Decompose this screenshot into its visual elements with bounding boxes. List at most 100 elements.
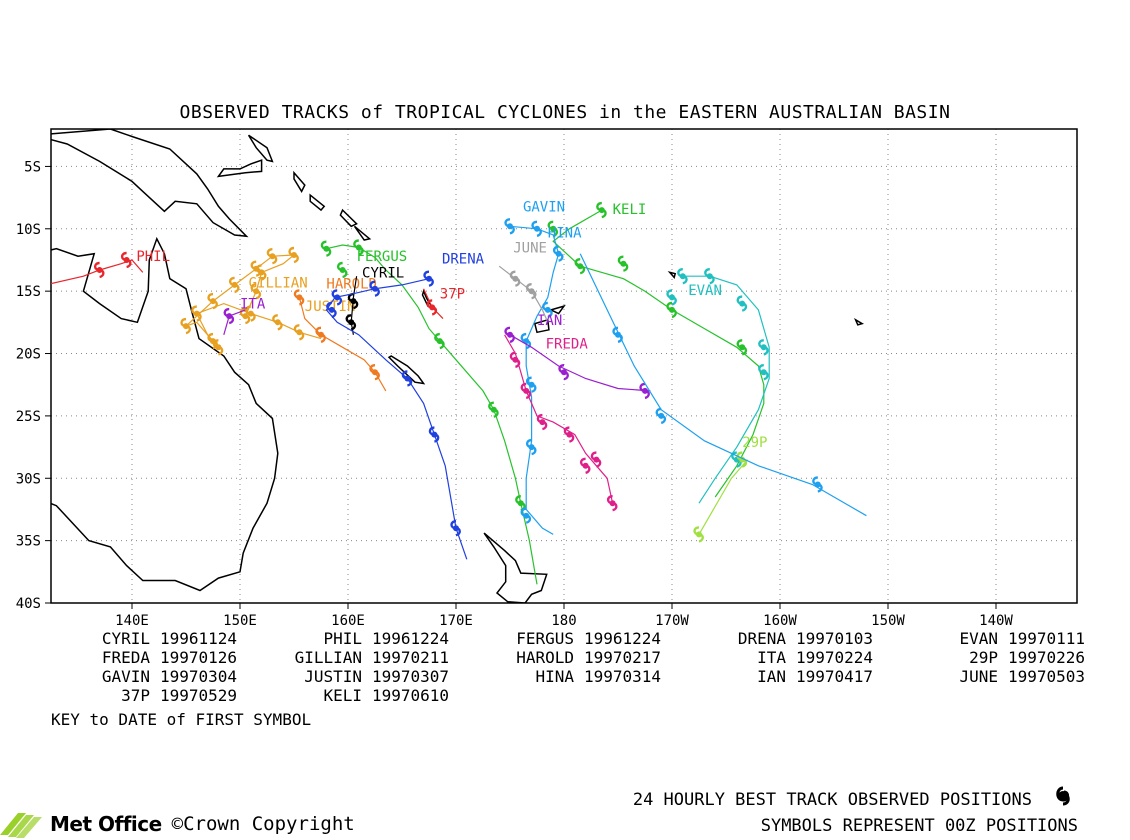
key-storm-date: 19970304: [160, 667, 238, 686]
key-storm-date: 19970103: [796, 629, 874, 648]
track-line: [504, 334, 614, 504]
new-zealand-north-island: [483, 532, 548, 603]
tahiti-coast: [853, 317, 865, 326]
cyclone-symbol: [547, 220, 559, 237]
cyclone-symbol: [212, 339, 224, 356]
new-guinea-coast: [51, 129, 249, 238]
cyclone-symbol: [293, 324, 305, 341]
cyclone-symbol: [255, 264, 267, 281]
solomon-island-2: [339, 208, 358, 228]
track-line: [51, 259, 144, 285]
key-entry: FERGUS 19961224: [464, 629, 676, 648]
key-entry: 37P 19970529: [40, 686, 252, 705]
key-storm-date: 19970307: [372, 667, 450, 686]
new-britain-coast: [216, 159, 263, 178]
track-line: [552, 209, 765, 498]
map-title: OBSERVED TRACKS of TROPICAL CYCLONES in …: [179, 102, 951, 123]
cyclone-symbol: [320, 240, 332, 257]
cyclone-symbol: [531, 220, 542, 237]
storm-label: FREDA: [546, 337, 589, 353]
footer-line-2: SYMBOLS REPRESENT 00Z POSITIONS: [760, 816, 1078, 836]
storm-track-other: [579, 253, 867, 517]
solomon-island-1: [309, 193, 326, 212]
lon-tick-label: 170W: [655, 613, 689, 629]
track-line: [579, 253, 867, 517]
cyclone-symbol: [369, 364, 380, 381]
cyclone-symbol: [639, 382, 650, 400]
storm-track-keli: KELI: [547, 201, 765, 498]
cyclone-symbol-icon: [1056, 786, 1070, 806]
fiji-vanua-levu: [548, 304, 566, 315]
footer-line-1: 24 HOURLY BEST TRACK OBSERVED POSITIONS: [632, 790, 1032, 810]
cyclone-symbol: [606, 495, 618, 512]
storm-track-evan: EVAN: [666, 268, 770, 504]
key-entry: JUSTIN 19970307: [252, 667, 464, 686]
storm-label: DRENA: [442, 252, 485, 268]
storm-track-ita: ITA: [223, 297, 266, 335]
key-storm-name: DRENA: [737, 629, 786, 648]
key-storm-name: KELI: [323, 686, 362, 705]
key-storm-date: 19970503: [1008, 667, 1086, 686]
cyclone-symbol: [558, 364, 569, 381]
cyclone-symbol: [345, 314, 357, 331]
new-caledonia-coast: [387, 355, 426, 385]
lon-tick-label: 140W: [979, 613, 1013, 629]
key-storm-date: 19970126: [160, 648, 238, 667]
key-storm-name: JUNE: [959, 667, 998, 686]
cyclone-symbol: [504, 326, 515, 343]
lat-tick-label: 10S: [16, 222, 41, 238]
storm-label: EVAN: [688, 283, 722, 299]
cyclone-symbol: [596, 201, 607, 219]
cyclone-symbol: [223, 307, 235, 325]
met-office-logo-icon: [0, 813, 42, 838]
bougainville-coast: [293, 170, 306, 193]
storm-label: IAN: [537, 313, 562, 329]
key-entry: GILLIAN 19970211: [252, 648, 464, 667]
storm-label: ITA: [240, 297, 266, 313]
cyclone-symbol: [666, 301, 677, 319]
cyclone-symbol: [426, 299, 438, 316]
storm-track-justin: JUSTIN: [191, 299, 355, 356]
cyclone-symbol: [504, 218, 515, 235]
cyclone-symbol: [736, 295, 748, 312]
cyclone-symbol: [423, 270, 434, 287]
cyclone-symbol: [369, 280, 380, 297]
storm-track-ian: IAN: [504, 313, 651, 400]
key-storm-name: GILLIAN: [294, 648, 362, 667]
cyclone-symbol: [336, 261, 348, 279]
lat-tick-label: 5S: [24, 159, 41, 175]
cyclone-symbol: [315, 326, 326, 343]
storm-track-harold: HAROLD: [293, 277, 387, 392]
cyclone-symbol: [401, 370, 413, 387]
key-entry: KELI 19970610: [252, 686, 464, 705]
storm-tracks: PHIL 37P GILLIAN JUSTIN HAROLD ITA FERGUS KELI C…: [51, 199, 867, 585]
cyclone-symbol: [228, 276, 240, 294]
cyclone-symbol: [525, 376, 537, 393]
storm-label: KELI: [613, 202, 647, 218]
cyclone-symbol: [207, 292, 218, 310]
solomon-island-3: [353, 225, 372, 241]
key-storm-date: 19970529: [160, 686, 238, 705]
track-line: [509, 334, 651, 392]
track-line: [326, 244, 538, 585]
cyclone-symbol: [655, 407, 667, 425]
key-entry: 29P 19970226: [888, 648, 1100, 667]
cyclone-symbol: [542, 301, 553, 319]
key-entry: EVAN 19970111: [888, 629, 1100, 648]
cyclone-symbol: [693, 526, 704, 543]
cyclone-symbol: [331, 289, 343, 306]
track-line: [698, 459, 749, 535]
cyclone-symbol: [347, 292, 359, 310]
cyclone-symbol: [434, 332, 445, 350]
storm-label: GAVIN: [523, 199, 565, 215]
coastlines: [51, 129, 865, 603]
cyclone-symbol: [266, 248, 278, 265]
key-storm-name: ITA: [757, 648, 786, 667]
lon-tick-label: 160E: [331, 613, 365, 629]
storm-label: HINA: [548, 226, 582, 242]
key-storm-name: EVAN: [959, 629, 998, 648]
storm-label: GILLIAN: [249, 275, 308, 291]
key-entry: ITA 19970224: [676, 648, 888, 667]
key-storm-date: 19970226: [1008, 648, 1086, 667]
